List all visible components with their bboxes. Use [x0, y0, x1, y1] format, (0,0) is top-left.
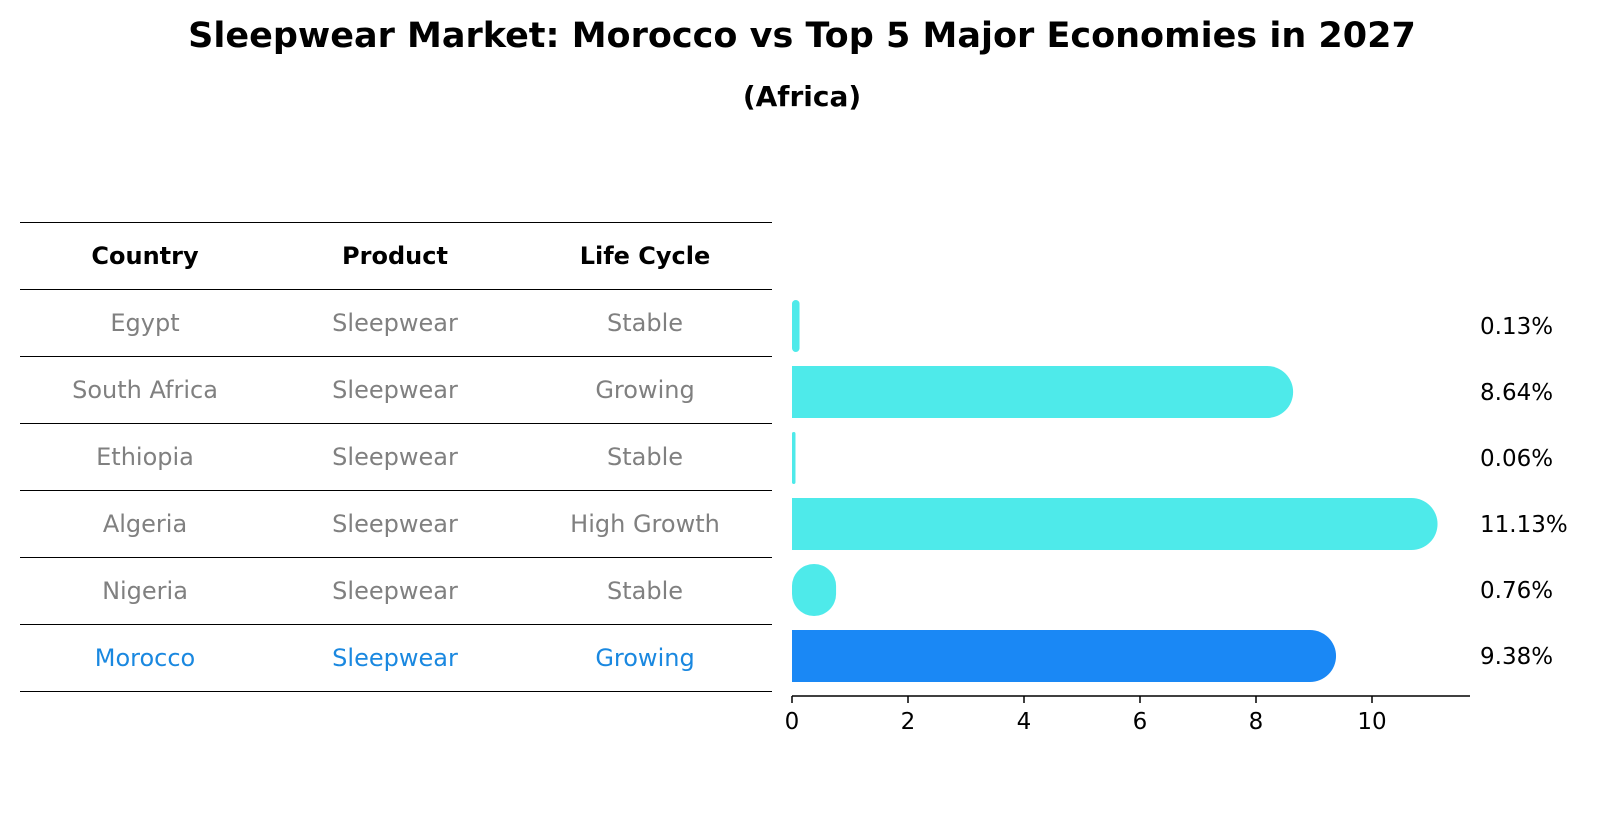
value-label: 8.64% — [1480, 380, 1553, 406]
bar — [792, 300, 800, 352]
bar-base — [792, 366, 820, 418]
table-cell-country: Algeria — [102, 510, 188, 538]
table-cell-country: Morocco — [94, 644, 196, 672]
data-table: Country Product Life Cycle Egypt Sleepwe… — [20, 222, 772, 692]
table-row-highlighted: Morocco Sleepwear Growing — [20, 624, 772, 692]
value-label: 0.06% — [1480, 446, 1553, 472]
table-cell-product: Sleepwear — [332, 644, 458, 672]
table-cell-country: Ethiopia — [96, 443, 194, 471]
table-header-product: Product — [342, 242, 448, 270]
table-cell-life-cycle: Stable — [606, 443, 684, 471]
table-cell-product: Sleepwear — [332, 577, 458, 605]
bar — [792, 366, 1294, 418]
table-cell-life-cycle: Stable — [606, 309, 684, 337]
x-tick-label: 2 — [901, 709, 916, 735]
bar-highlighted — [792, 630, 1337, 682]
table-cell-life-cycle: Growing — [595, 376, 695, 404]
x-tick-label: 6 — [1133, 709, 1148, 735]
table-row: Egypt Sleepwear Stable — [20, 289, 772, 356]
table-cell-product: Sleepwear — [332, 309, 458, 337]
value-label: 0.76% — [1480, 578, 1553, 604]
table-cell-life-cycle: Stable — [606, 577, 684, 605]
table-row: South Africa Sleepwear Growing — [20, 356, 772, 423]
bar — [792, 564, 837, 616]
value-label: 9.38% — [1480, 644, 1553, 670]
table-header-country: Country — [91, 242, 199, 270]
table-cell-product: Sleepwear — [332, 376, 458, 404]
value-label: 11.13% — [1480, 512, 1568, 538]
value-label: 0.13% — [1480, 314, 1553, 340]
bar — [792, 432, 796, 484]
x-tick-label: 4 — [1017, 709, 1032, 735]
table-cell-product: Sleepwear — [332, 510, 458, 538]
x-tick-label: 10 — [1357, 709, 1386, 735]
bar-highlighted-base — [792, 630, 820, 682]
table-row: Algeria Sleepwear High Growth — [20, 490, 772, 557]
table-cell-country: Egypt — [110, 309, 180, 337]
table-header-row: Country Product Life Cycle — [20, 222, 772, 289]
table-cell-country: Nigeria — [102, 577, 188, 605]
chart-subtitle: (Africa) — [742, 80, 862, 113]
table-row: Nigeria Sleepwear Stable — [20, 557, 772, 624]
bar — [792, 498, 1438, 550]
table-cell-life-cycle: High Growth — [570, 510, 720, 538]
bar-base — [792, 498, 820, 550]
table-row: Ethiopia Sleepwear Stable — [20, 423, 772, 490]
x-tick-label: 0 — [785, 709, 800, 735]
table-cell-country: South Africa — [72, 376, 218, 404]
x-tick-label: 8 — [1249, 709, 1264, 735]
table-header-life-cycle: Life Cycle — [579, 242, 711, 270]
table-cell-product: Sleepwear — [332, 443, 458, 471]
chart-title: Sleepwear Market: Morocco vs Top 5 Major… — [188, 16, 1416, 56]
table-cell-life-cycle: Growing — [595, 644, 695, 672]
